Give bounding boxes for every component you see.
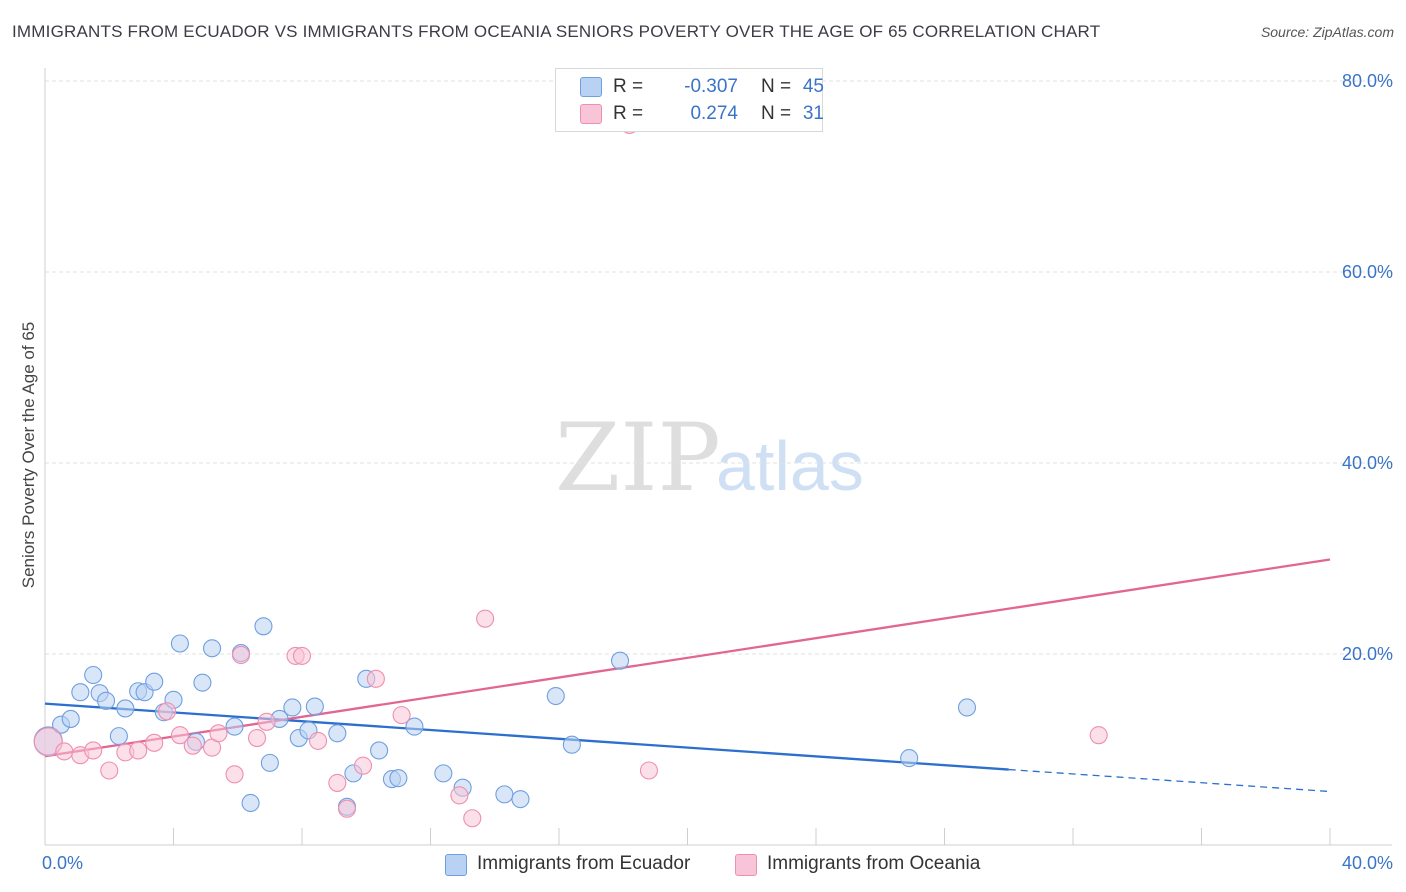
data-point (353, 756, 373, 775)
data-point (328, 724, 347, 743)
legend-n-value-oceania: 31 (802, 103, 824, 124)
data-point (366, 669, 385, 688)
bottom-legend-label-ecuador: Immigrants from Ecuador (477, 853, 691, 874)
axes (44, 68, 1392, 846)
series-ecuador-points (33, 617, 977, 816)
data-point (145, 672, 164, 691)
data-point (145, 733, 164, 752)
legend-n-label: N = (761, 103, 792, 124)
trend-lines (44, 558, 1331, 793)
chart-title: IMMIGRANTS FROM ECUADOR VS IMMIGRANTS FR… (12, 22, 1101, 41)
data-point (158, 702, 177, 721)
legend-n-label: N = (761, 76, 792, 97)
data-point (337, 799, 357, 818)
data-point (193, 673, 212, 692)
data-point (389, 769, 408, 788)
data-point (84, 665, 103, 685)
series-oceania-points (33, 115, 1108, 828)
data-point (55, 742, 74, 761)
chart-source: Source: ZipAtlas.com (1260, 24, 1394, 40)
data-point (392, 706, 411, 725)
watermark-atlas: atlas (716, 427, 864, 505)
data-point (257, 712, 276, 731)
legend-r-value-ecuador: -0.307 (684, 76, 738, 97)
data-point (116, 699, 135, 718)
x-tick-label: 40.0% (1342, 853, 1393, 873)
legend-r-label: R = (613, 76, 644, 97)
legend-r-value-oceania: 0.274 (690, 103, 738, 124)
data-point (109, 727, 128, 746)
data-point (100, 761, 119, 780)
legend-r-label: R = (613, 103, 644, 124)
data-point (71, 683, 90, 702)
data-point (476, 609, 495, 628)
data-point (305, 697, 324, 716)
data-point (231, 645, 251, 665)
data-point (309, 731, 328, 750)
legend-swatch-oceania (580, 104, 602, 124)
bottom-legend-swatch-oceania (735, 854, 757, 876)
y-tick-label: 80.0% (1342, 71, 1393, 91)
data-point (225, 717, 244, 736)
gridlines (45, 80, 1392, 655)
watermark-zip: ZIP (555, 404, 721, 513)
data-point (405, 717, 424, 736)
data-point (209, 724, 228, 743)
data-point (170, 634, 189, 653)
legend: R = -0.307 N = 45 R = 0.274 N = 31 (555, 68, 824, 132)
legend-n-value-ecuador: 45 (802, 76, 824, 97)
data-point (61, 709, 80, 728)
data-point (495, 785, 514, 804)
data-point (511, 790, 530, 809)
data-point (183, 736, 202, 755)
data-point (254, 617, 273, 636)
watermark: ZIP atlas (555, 404, 864, 513)
y-tick-label: 60.0% (1342, 262, 1393, 282)
data-point (328, 773, 347, 792)
data-point (170, 726, 189, 745)
data-point (96, 691, 116, 710)
trend-line-extension-ecuador (1008, 768, 1331, 793)
data-point (247, 728, 267, 748)
data-point (203, 639, 222, 658)
data-point (370, 741, 389, 760)
data-point (900, 749, 919, 768)
data-point (260, 753, 279, 772)
data-point (450, 786, 469, 805)
data-point (84, 741, 103, 760)
data-point (292, 646, 312, 665)
legend-swatch-ecuador (580, 77, 602, 97)
data-point (1089, 726, 1108, 745)
data-point (241, 793, 260, 813)
data-point (463, 809, 482, 828)
data-points (33, 115, 1108, 828)
data-point (546, 686, 565, 706)
data-point (283, 698, 302, 717)
data-point (957, 698, 977, 717)
data-point (639, 761, 659, 780)
y-axis-label: Seniors Poverty Over the Age of 65 (19, 322, 38, 588)
trend-line-ecuador (44, 702, 1009, 771)
tick-labels: 20.0% 40.0% 60.0% 80.0% 0.0% 40.0% (42, 71, 1393, 873)
data-point (129, 741, 148, 760)
bottom-legend-swatch-ecuador (445, 854, 467, 876)
bottom-legend-label-oceania: Immigrants from Oceania (767, 853, 981, 874)
y-tick-label: 40.0% (1342, 453, 1393, 473)
data-point (225, 765, 244, 784)
data-point (562, 735, 581, 754)
data-point (434, 764, 453, 783)
data-point (610, 651, 630, 670)
x-tick-label: 0.0% (42, 853, 83, 873)
y-tick-label: 20.0% (1342, 644, 1393, 664)
data-point (33, 727, 63, 757)
